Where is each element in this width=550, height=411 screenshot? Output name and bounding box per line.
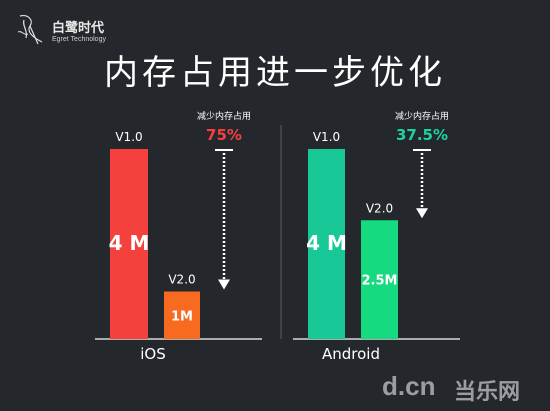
- version-label: V2.0: [366, 201, 393, 215]
- category-label: iOS: [140, 345, 166, 363]
- egret-logo: 白鹭时代 Egret Technology: [14, 12, 134, 52]
- bar: [308, 149, 345, 339]
- reduction-arrowhead: [416, 208, 428, 219]
- value-label: 1M: [171, 309, 193, 324]
- category-label: Android: [322, 345, 380, 363]
- watermark-text: 当乐网: [454, 380, 521, 405]
- slide-title: 内存占用进一步优化: [104, 53, 446, 93]
- bar: [110, 149, 148, 339]
- annotation-caption: 减少内存占用: [395, 110, 449, 122]
- annotation-value: 37.5%: [396, 126, 448, 144]
- logo-name: 白鹭时代: [52, 21, 105, 36]
- bar: [361, 220, 398, 339]
- version-label: V1.0: [115, 130, 142, 144]
- value-label: 2.5M: [362, 274, 398, 289]
- version-label: V1.0: [313, 130, 340, 144]
- watermark-brand: d.cn: [382, 371, 436, 401]
- value-label: 4 M: [109, 231, 150, 255]
- logo-subtitle: Egret Technology: [52, 36, 106, 43]
- watermark: d.cn 当乐网: [372, 369, 542, 405]
- version-label: V2.0: [168, 273, 195, 287]
- annotation-caption: 减少内存占用: [197, 110, 251, 122]
- value-label: 4 M: [306, 231, 347, 255]
- egret-bird-icon: [17, 15, 43, 45]
- annotation-value: 75%: [206, 126, 242, 144]
- reduction-arrowhead: [218, 279, 230, 290]
- bar: [164, 291, 200, 339]
